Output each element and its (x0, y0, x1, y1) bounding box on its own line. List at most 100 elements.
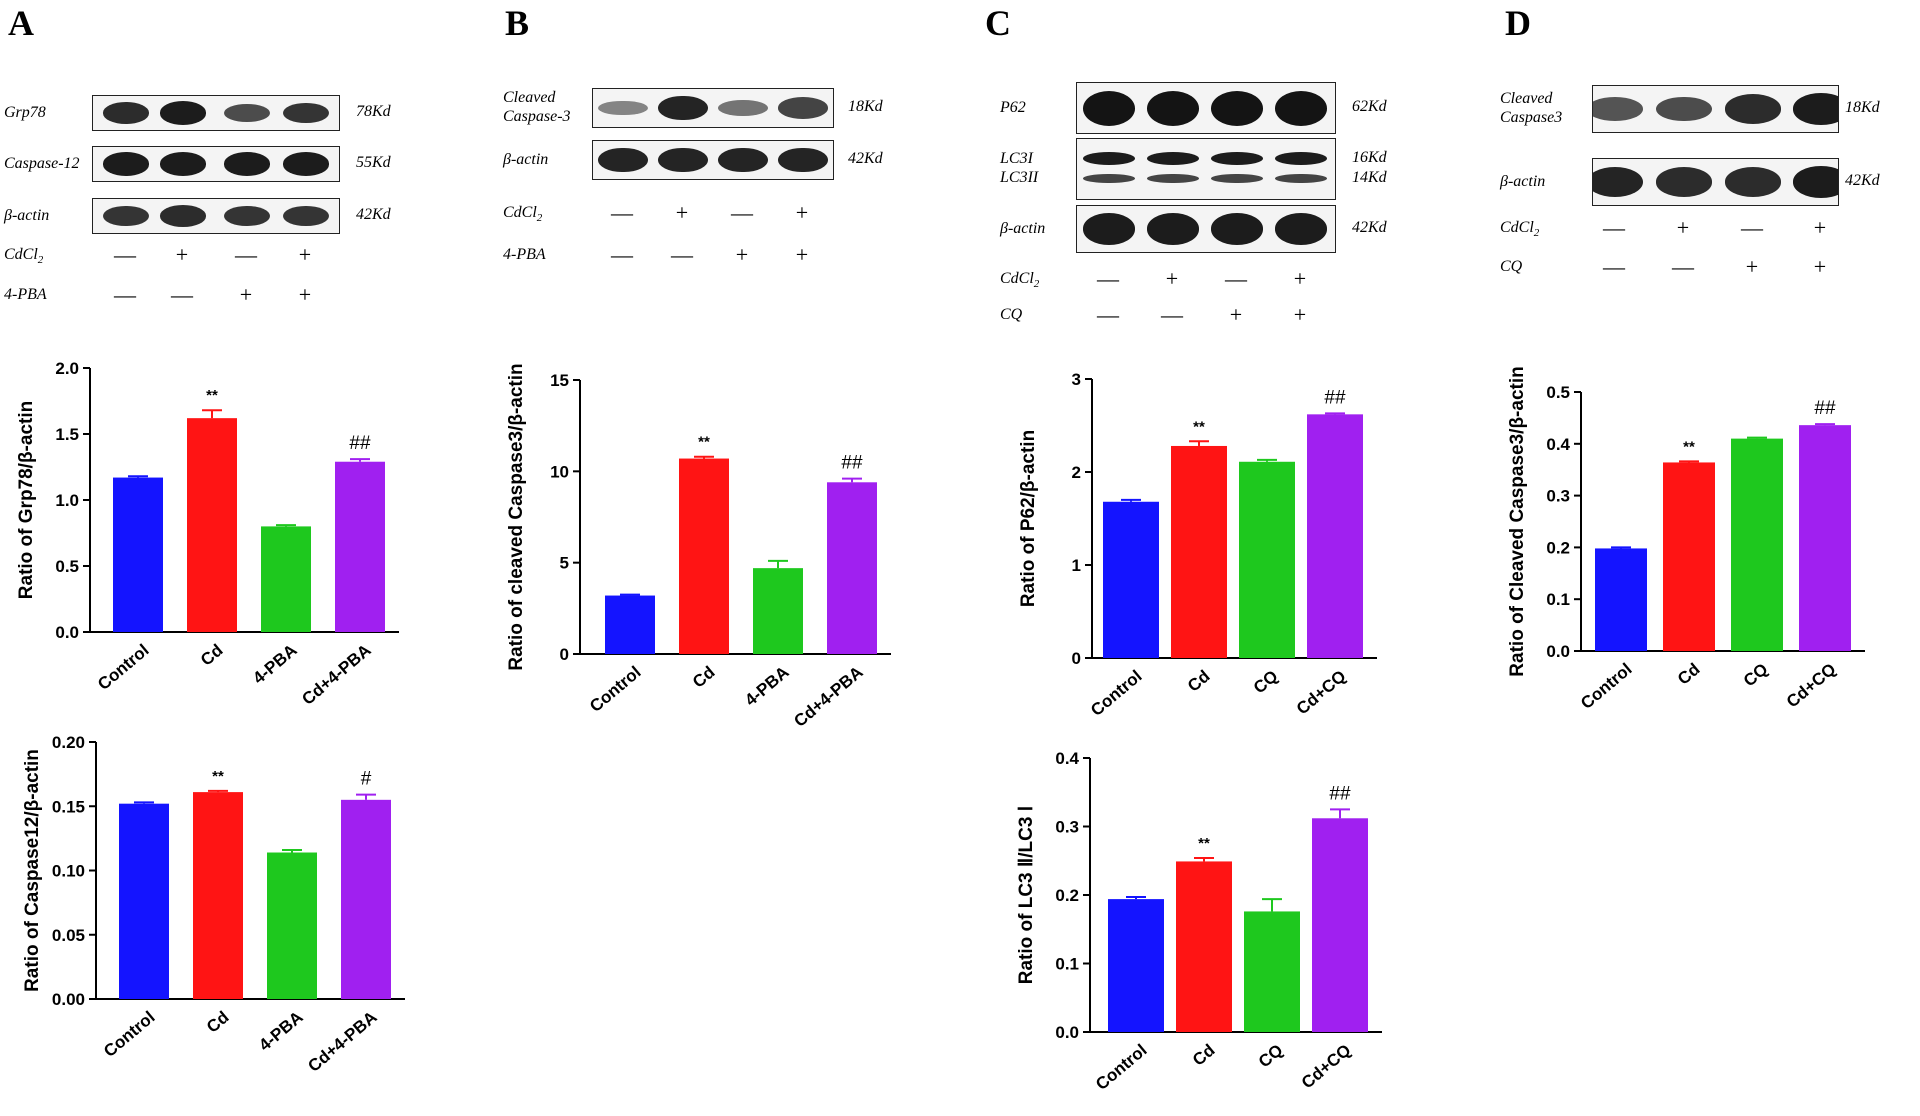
bar (1244, 911, 1300, 1032)
x-tick-label: CQ (1740, 660, 1772, 691)
panel-letter-b: B (505, 3, 530, 43)
treatment-label: CQ (1000, 306, 1023, 323)
panel-letter-d: D (1505, 3, 1531, 43)
y-tick-label: 0.20 (52, 733, 85, 752)
x-tick-label: CQ (1255, 1041, 1287, 1072)
y-tick-label: 1.5 (55, 425, 79, 444)
significance-mark: ## (1324, 387, 1346, 408)
panel-letter-c: C (985, 3, 1011, 43)
treatment-sign: — (611, 200, 633, 225)
panel-letter-a: A (8, 3, 34, 43)
kd-label: 42Kd (356, 206, 391, 223)
bar (267, 852, 317, 999)
blot-band (223, 152, 271, 176)
bar (753, 568, 803, 654)
y-axis-title: Ratio of LC3 Ⅱ/LC3 Ⅰ (1016, 806, 1037, 985)
y-tick-label: 1 (1072, 556, 1081, 575)
y-tick-label: 0.0 (55, 623, 79, 642)
treatment-sign: + (1293, 302, 1307, 327)
blot-band (1082, 152, 1136, 166)
blot-band (1146, 152, 1200, 166)
bar (1171, 445, 1227, 658)
y-tick-label: 0.3 (1055, 818, 1079, 837)
treatment-sign: + (175, 242, 189, 267)
blot-band (778, 97, 828, 119)
blot-band (718, 99, 768, 117)
x-tick-label: Cd+CQ (1298, 1041, 1355, 1093)
kd-label: 42Kd (1352, 219, 1387, 236)
bar-chart-caspase12: 0.00 0.05 0.10 0.15 0.20 Ratio of Caspase12/β… (22, 733, 405, 1076)
y-tick-label: 0.05 (52, 926, 85, 945)
x-tick-label: Cd (1189, 1041, 1219, 1070)
blot-band (1792, 166, 1838, 198)
blot-band (102, 152, 150, 176)
kd-label: 42Kd (848, 150, 883, 167)
blot-strip (92, 95, 340, 131)
blot-strip (1592, 158, 1839, 206)
treatment-sign: + (298, 242, 312, 267)
blot-band (1210, 90, 1264, 126)
x-tick-label: Cd+CQ (1783, 660, 1840, 712)
treatment-label: CdCl2 (1000, 270, 1040, 291)
treatment-sign: + (735, 242, 749, 267)
kd-label: 18Kd (848, 98, 883, 115)
bar (1663, 462, 1715, 651)
y-axis-title: Ratio of Grp78/β-actin (16, 401, 37, 599)
treatment-sign: + (675, 200, 689, 225)
treatment-sign: — (731, 200, 753, 225)
blot-strip (1592, 85, 1839, 133)
treatment-sign: + (1229, 302, 1243, 327)
x-tick-label: Cd+4-PBA (790, 663, 866, 731)
kd-label: 16Kd 14Kd (1352, 149, 1387, 186)
x-tick-label: Cd (197, 641, 227, 670)
blot-band (1724, 167, 1782, 197)
y-tick-label: 0.5 (55, 557, 79, 576)
treatment-sign: + (1293, 266, 1307, 291)
x-tick-label: Control (100, 1008, 159, 1061)
blot-label: β-actin (1000, 219, 1046, 237)
blot-band (1146, 213, 1200, 245)
significance-mark: ** (698, 434, 710, 451)
blot-label: Cleaved Caspase-3 (503, 89, 571, 125)
blot-band (1593, 166, 1644, 198)
treatment-sign: + (1676, 215, 1690, 240)
significance-mark: ** (1198, 835, 1210, 852)
blot-strip (92, 146, 340, 182)
treatment-sign: — (1225, 266, 1247, 291)
y-tick-label: 0.4 (1055, 749, 1079, 768)
blot-label: P62 (1000, 98, 1026, 116)
blot-band (598, 147, 648, 173)
bar-chart-cleaved-caspase3-d: 0.0 0.1 0.2 0.3 0.4 0.5 Ratio of Cleaved Caspa… (1507, 366, 1865, 713)
blot-band (1792, 93, 1838, 125)
blot-label: Caspase-12 (4, 154, 80, 172)
treatment-sign: + (795, 242, 809, 267)
blot-band (1274, 152, 1328, 166)
treatment-sign: + (1745, 254, 1759, 279)
y-axis-title: Ratio of Caspase12/β-actin (22, 749, 43, 992)
blot-band (778, 147, 828, 173)
treatment-sign: + (298, 282, 312, 307)
blot-strip (592, 140, 834, 180)
treatment-sign: — (1097, 302, 1119, 327)
y-tick-label: 0.0 (1546, 642, 1570, 661)
blot-band (658, 147, 708, 173)
y-tick-label: 0.00 (52, 990, 85, 1009)
treatment-sign: — (1097, 266, 1119, 291)
y-tick-label: 2 (1072, 463, 1081, 482)
significance-mark: ** (212, 768, 224, 785)
blot-band (718, 147, 768, 173)
bar (1307, 414, 1363, 658)
treatment-label: CdCl2 (1500, 219, 1540, 240)
y-tick-label: 10 (550, 462, 569, 481)
x-tick-label: Cd+4-PBA (304, 1008, 380, 1076)
bar (1312, 818, 1368, 1032)
blot-band (1082, 90, 1136, 126)
kd-label: 42Kd (1845, 172, 1880, 189)
bar (827, 482, 877, 654)
y-tick-label: 0.2 (1546, 538, 1570, 557)
treatment-sign: + (1165, 266, 1179, 291)
treatment-sign: — (171, 282, 193, 307)
blot-strip (92, 198, 340, 234)
y-tick-label: 0.1 (1546, 590, 1570, 609)
significance-mark: ## (841, 453, 863, 474)
